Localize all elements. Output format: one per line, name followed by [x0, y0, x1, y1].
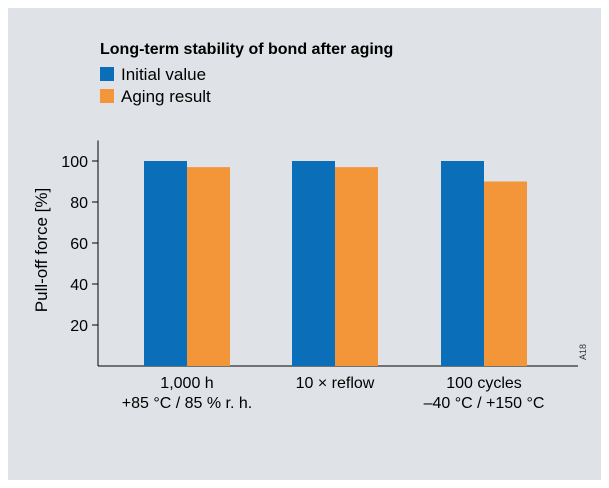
bar-initial-2	[441, 161, 484, 366]
x-tick-label: –40 °C / +150 °C	[424, 395, 545, 412]
y-tick-label: 60	[70, 236, 88, 253]
x-tick-label: 1,000 h	[160, 375, 213, 392]
y-axis-label: Pull-off force [%]	[32, 188, 51, 312]
chart-title: Long-term stability of bond after aging	[100, 41, 393, 58]
bars	[144, 161, 527, 366]
x-tick-label: +85 °C / 85 % r. h.	[122, 395, 252, 412]
bar-aging-1	[335, 167, 378, 366]
bar-initial-1	[292, 161, 335, 366]
bar-aging-0	[187, 167, 230, 366]
bar-aging-2	[484, 181, 527, 366]
legend: Initial value Aging result	[100, 65, 211, 106]
y-tick-label: 100	[61, 154, 88, 171]
legend-label-1: Aging result	[121, 87, 211, 106]
legend-swatch-0	[100, 67, 114, 81]
x-tick-label: 10 × reflow	[296, 375, 375, 392]
legend-swatch-1	[100, 89, 114, 103]
figure-code: A18	[578, 344, 588, 360]
x-tick-label: 100 cycles	[446, 375, 522, 392]
bar-initial-0	[144, 161, 187, 366]
legend-label-0: Initial value	[121, 65, 206, 84]
y-tick-label: 80	[70, 195, 88, 212]
y-tick-label: 40	[70, 277, 88, 294]
y-tick-label: 20	[70, 318, 88, 335]
axes: 20 40 60 80 100 1,000 h +85 °C / 85 % r. h. 10 …	[61, 140, 578, 412]
